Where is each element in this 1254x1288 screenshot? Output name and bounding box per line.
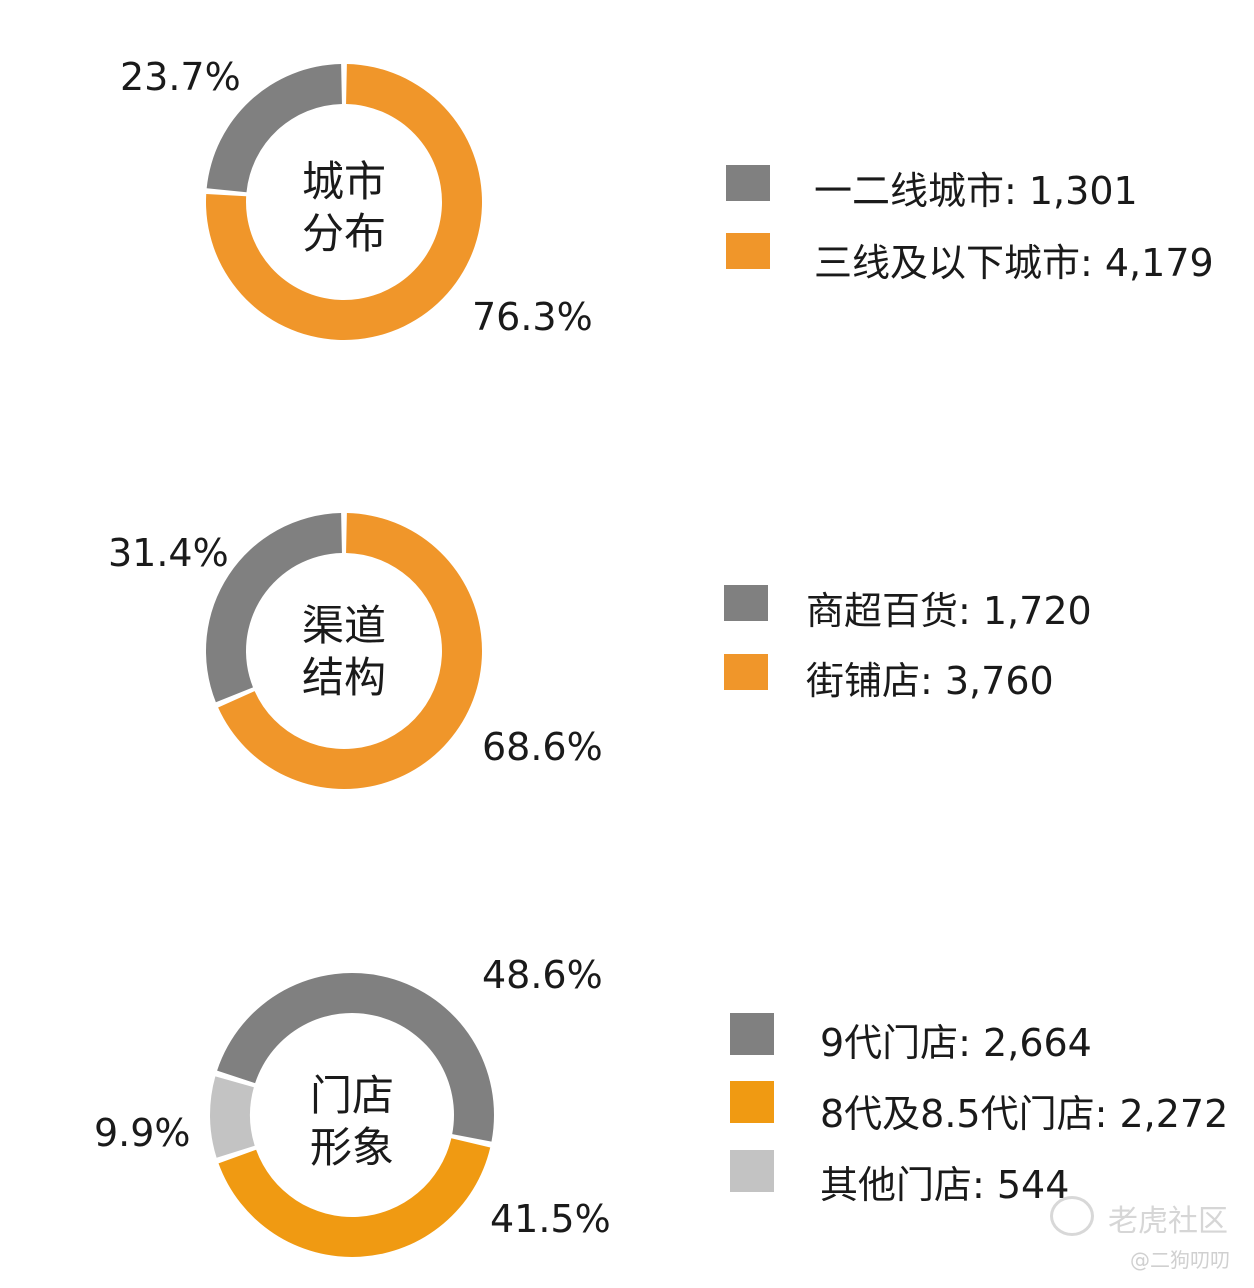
legend-swatch [730, 1150, 774, 1192]
center-label: 城市 [302, 157, 386, 206]
percent-label: 76.3% [472, 295, 593, 339]
percent-label: 48.6% [482, 953, 603, 997]
legend-label: 9代门店: 2,664 [820, 1021, 1092, 1065]
slice-街铺店 [218, 513, 483, 789]
center-label: 形象 [310, 1123, 394, 1172]
slice-商超百货 [206, 513, 342, 703]
legend-swatch [730, 1081, 774, 1123]
slice-8代及8.5代门店 [218, 1138, 491, 1257]
legend-label: 三线及以下城市: 4,179 [814, 241, 1214, 285]
center-label: 门店 [310, 1071, 394, 1120]
legend-swatch [730, 1013, 774, 1055]
percent-label: 41.5% [490, 1197, 611, 1241]
percent-label: 68.6% [482, 725, 603, 769]
tiger-logo-icon [1050, 1196, 1094, 1236]
slice-其他门店 [210, 1076, 255, 1158]
legend-label: 一二线城市: 1,301 [814, 169, 1138, 213]
slice-一二线城市 [206, 64, 342, 193]
center-label: 结构 [302, 653, 386, 702]
legend-label: 商超百货: 1,720 [806, 589, 1092, 633]
center-label: 渠道 [302, 601, 386, 650]
percent-label: 23.7% [120, 55, 241, 99]
watermark-brand: 老虎社区 [1108, 1204, 1228, 1239]
percent-label: 9.9% [94, 1111, 191, 1155]
percent-label: 31.4% [108, 531, 229, 575]
legend-swatch [726, 165, 770, 201]
legend-label: 其他门店: 544 [820, 1163, 1069, 1207]
legend-swatch [724, 654, 768, 690]
legend-label: 街铺店: 3,760 [806, 659, 1054, 703]
legend-swatch [724, 585, 768, 621]
center-label: 分布 [302, 209, 386, 258]
watermark-user: @二狗叨叨 [1130, 1248, 1230, 1272]
slice-9代门店 [217, 973, 494, 1142]
legend-label: 8代及8.5代门店: 2,272 [820, 1092, 1228, 1136]
legend-swatch [726, 233, 770, 269]
